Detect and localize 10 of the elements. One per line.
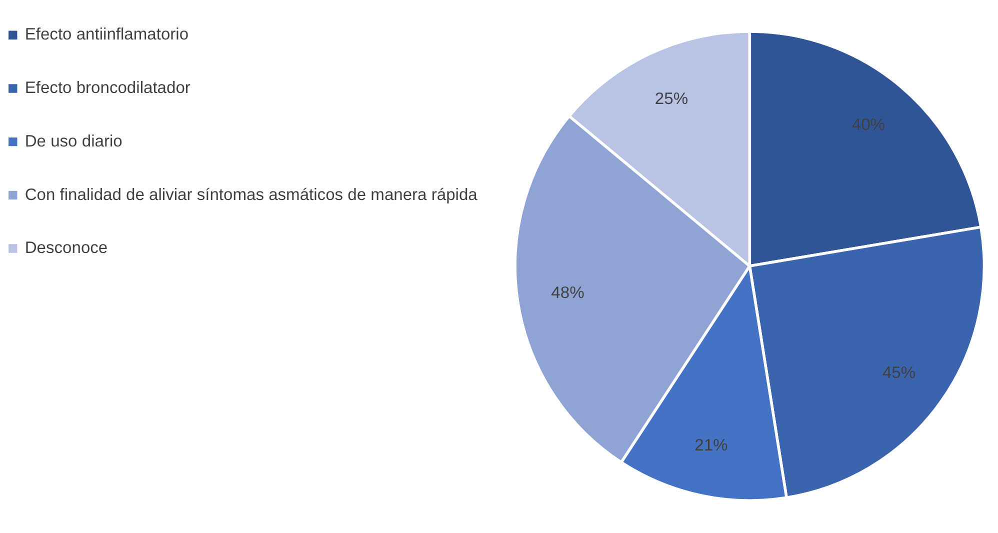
legend-label: Con finalidad de aliviar síntomas asmáticos de manera rápida <box>24 184 478 204</box>
data-label: 45% <box>882 362 916 382</box>
legend-label: Desconoce <box>24 238 108 258</box>
data-label: 21% <box>694 435 728 454</box>
data-label: 40% <box>852 115 886 134</box>
legend-label: De uso diario <box>24 131 122 150</box>
data-label: 48% <box>551 282 585 302</box>
data-label: 25% <box>654 89 688 108</box>
legend-label: Efecto antiinflamatorio <box>24 24 189 44</box>
legend-label: Efecto broncodilatador <box>24 78 191 98</box>
